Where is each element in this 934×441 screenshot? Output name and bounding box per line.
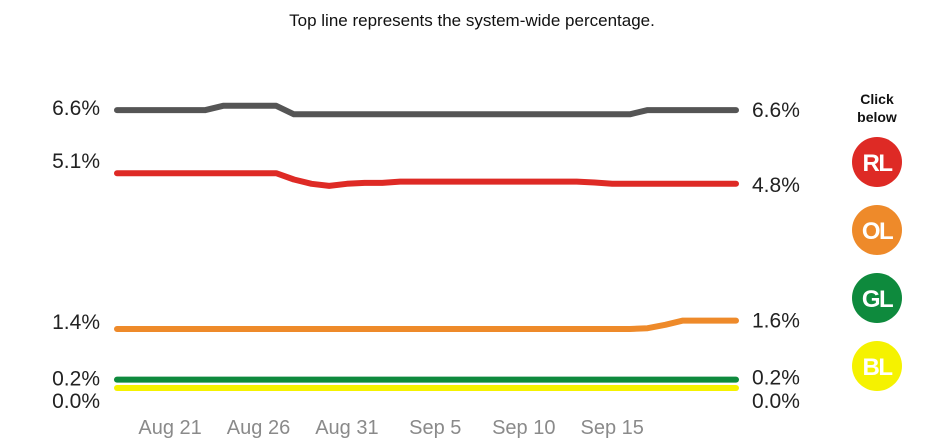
line-button-circle	[852, 273, 902, 323]
series-layer	[114, 102, 739, 391]
line-button-circle	[852, 341, 902, 391]
line-button-label: GL	[862, 286, 893, 313]
series-line-OL	[114, 317, 739, 332]
x-tick-label: Sep 5	[409, 417, 461, 439]
line-button-label: BL	[863, 354, 893, 381]
end-label-RL: 4.8%	[752, 174, 800, 197]
start-label-system: 6.6%	[52, 97, 100, 120]
legend-panel: Click below RL OL GL BL	[852, 91, 902, 391]
x-tick-label: Aug 26	[227, 417, 290, 439]
line-button-bl[interactable]: BL	[852, 341, 902, 391]
start-label-GL: 0.2%	[52, 368, 100, 391]
end-label-system: 6.6%	[752, 99, 800, 122]
end-label-GL: 0.2%	[752, 367, 800, 390]
click-below-label-line2: below	[857, 109, 897, 125]
x-tick-label: Aug 21	[138, 417, 201, 439]
start-label-OL: 1.4%	[52, 311, 100, 334]
line-button-circle	[852, 205, 902, 255]
start-value-labels: 6.6% 5.1% 1.4% 0.2%0.0%	[52, 97, 100, 413]
x-tick-label: Aug 31	[315, 417, 378, 439]
end-label-BL: 0.0%	[752, 390, 800, 413]
x-axis-tick-labels: Aug 21 Aug 26 Aug 31 Sep 5 Sep 10 Sep 15	[138, 417, 643, 439]
click-below-label-line1: Click	[860, 91, 894, 107]
line-buttons: RL OL GL BL	[852, 137, 902, 391]
line-button-circle	[852, 137, 902, 187]
x-tick-label: Sep 10	[492, 417, 555, 439]
start-label-BL: 0.0%	[52, 390, 100, 413]
start-label-RL: 5.1%	[52, 150, 100, 173]
line-button-label: OL	[862, 218, 893, 245]
series-line-RL	[114, 170, 739, 189]
line-button-ol[interactable]: OL	[852, 205, 902, 255]
series-line-system	[114, 102, 739, 118]
line-button-rl[interactable]: RL	[852, 137, 902, 187]
end-value-labels: 6.6% 4.8% 1.6% 0.2%0.0%	[752, 99, 800, 413]
x-tick-label: Sep 15	[581, 417, 644, 439]
line-button-label: RL	[863, 150, 893, 177]
end-label-OL: 1.6%	[752, 310, 800, 333]
chart-subtitle: Top line represents the system-wide perc…	[289, 11, 655, 30]
line-button-gl[interactable]: GL	[852, 273, 902, 323]
